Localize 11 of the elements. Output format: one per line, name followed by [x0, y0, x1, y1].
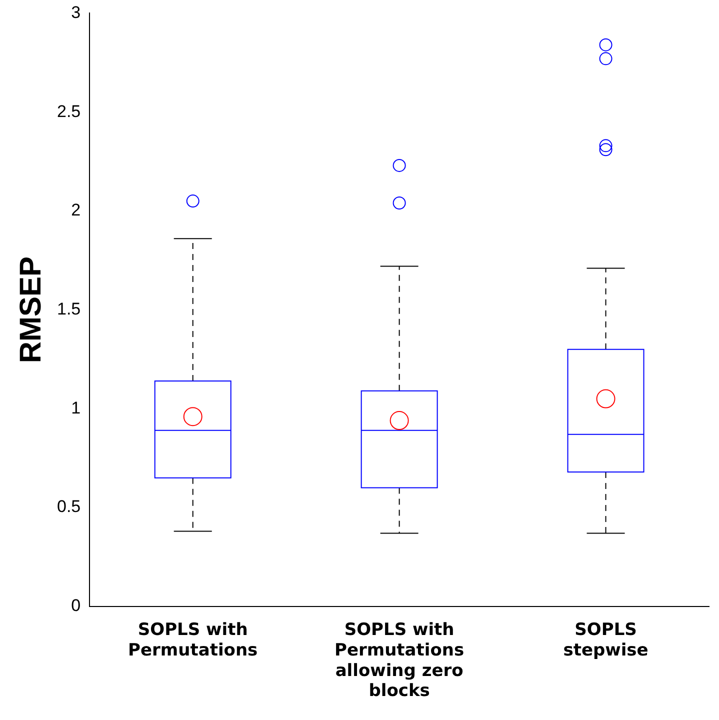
x-tick-label: SOPLS stepwise	[563, 620, 648, 660]
y-tick-label: 0.5	[56, 497, 81, 516]
y-tick-label: 2.5	[56, 102, 81, 121]
x-tick-label: SOPLS with Permutations allowing zero blocks	[334, 620, 464, 702]
x-tick-label: SOPLS with Permutations	[128, 620, 258, 660]
y-axis-title: RMSEP	[14, 256, 48, 364]
y-tick-label: 0	[71, 596, 81, 616]
y-tick-label: 2	[71, 200, 81, 220]
y-tick-label: 3	[71, 2, 81, 22]
y-tick-label: 1.5	[56, 299, 81, 318]
y-tick-label: 1	[71, 398, 81, 418]
